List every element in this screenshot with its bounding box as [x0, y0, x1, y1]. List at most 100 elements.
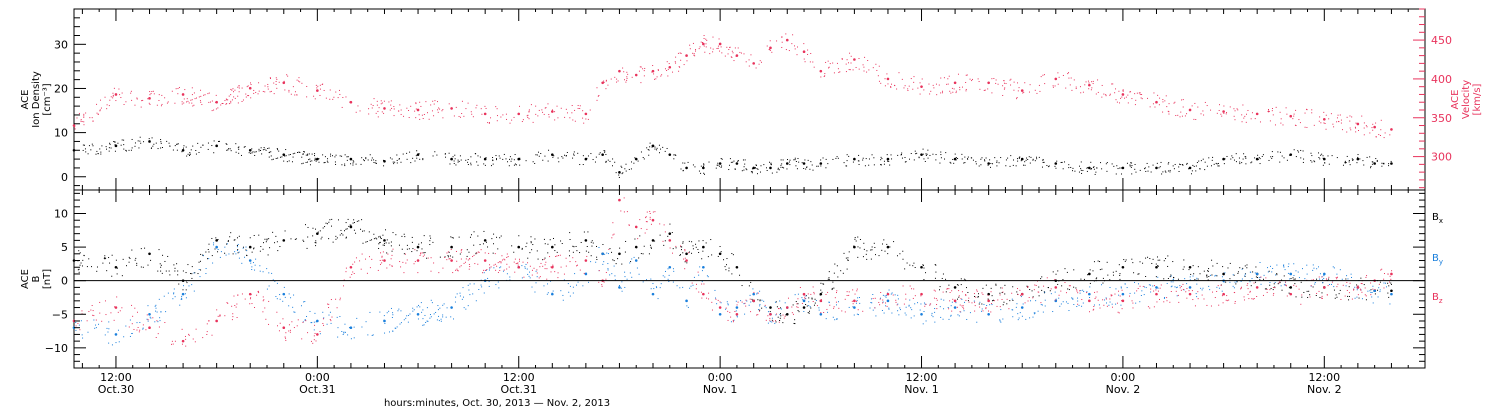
- scatter-dot: [194, 341, 196, 343]
- scatter-dot: [96, 103, 98, 105]
- scatter-dot: [729, 47, 731, 49]
- scatter-dot: [109, 99, 111, 101]
- scatter-dot: [272, 158, 274, 160]
- scatter-dot: [1245, 121, 1247, 123]
- scatter-dot: [246, 250, 248, 252]
- scatter-dot: [283, 286, 285, 288]
- scatter-dot: [750, 301, 752, 303]
- scatter-dot: [421, 248, 423, 250]
- scatter-dot: [1135, 99, 1137, 101]
- scatter-dot: [888, 289, 890, 291]
- scatter-dot: [322, 154, 324, 156]
- scatter-dot: [900, 154, 902, 156]
- scatter-dot: [778, 169, 780, 171]
- scatter-dot: [1076, 289, 1078, 291]
- scatter-dot: [802, 299, 804, 301]
- scatter-dot: [667, 235, 669, 237]
- scatter-dot: [758, 63, 760, 65]
- data-point-bz: [668, 239, 672, 242]
- scatter-dot: [1062, 74, 1064, 76]
- scatter-dot: [765, 319, 767, 321]
- scatter-dot: [1153, 285, 1155, 287]
- scatter-dot: [88, 145, 90, 147]
- scatter-dot: [705, 38, 707, 40]
- scatter-dot: [888, 308, 890, 310]
- scatter-dot: [1371, 296, 1373, 298]
- scatter-dot: [575, 245, 577, 247]
- scatter-dot: [258, 150, 260, 152]
- scatter-dot: [130, 149, 132, 151]
- x-tick-label-time: 12:00: [906, 371, 938, 384]
- scatter-dot: [326, 160, 328, 162]
- x-tick-label-time: 0:00: [708, 371, 733, 384]
- scatter-dot: [378, 236, 380, 238]
- scatter-dot: [771, 321, 773, 323]
- scatter-dot: [379, 259, 381, 261]
- scatter-dot: [960, 298, 962, 300]
- scatter-dot: [1132, 262, 1134, 264]
- scatter-dot: [1221, 115, 1223, 117]
- scatter-dot: [412, 307, 414, 309]
- scatter-dot: [380, 237, 382, 239]
- scatter-dot: [1079, 292, 1081, 294]
- scatter-dot: [509, 276, 511, 278]
- scatter-dot: [1283, 157, 1285, 159]
- scatter-dot: [627, 73, 629, 75]
- scatter-dot: [294, 311, 296, 313]
- scatter-dot: [475, 300, 477, 302]
- data-point-by: [685, 299, 688, 303]
- scatter-dot: [483, 230, 485, 232]
- scatter-dot: [1203, 270, 1205, 272]
- scatter-dot: [1346, 116, 1348, 118]
- scatter-dot: [1062, 301, 1064, 303]
- data-point-velocity: [769, 46, 772, 50]
- scatter-dot: [269, 77, 271, 79]
- scatter-dot: [635, 260, 637, 262]
- scatter-dot: [1083, 291, 1085, 293]
- scatter-dot: [173, 264, 175, 266]
- scatter-dot: [168, 270, 170, 272]
- scatter-dot: [692, 52, 694, 54]
- scatter-dot: [552, 290, 554, 292]
- scatter-dot: [430, 257, 432, 259]
- scatter-dot: [99, 301, 101, 303]
- scatter-dot: [714, 289, 716, 291]
- scatter-dot: [1310, 285, 1312, 287]
- scatter-dot: [741, 301, 743, 303]
- scatter-dot: [841, 58, 843, 60]
- scatter-dot: [963, 310, 965, 312]
- scatter-dot: [1199, 168, 1201, 170]
- scatter-dot: [595, 156, 597, 158]
- scatter-dot: [269, 247, 271, 249]
- scatter-dot: [188, 154, 190, 156]
- scatter-dot: [1124, 283, 1126, 285]
- scatter-dot: [158, 249, 160, 251]
- scatter-dot: [411, 241, 413, 243]
- scatter-dot: [1109, 93, 1111, 95]
- scatter-dot: [1241, 268, 1243, 270]
- scatter-dot: [720, 302, 722, 304]
- scatter-dot: [707, 256, 709, 258]
- scatter-dot: [1233, 159, 1235, 161]
- scatter-dot: [1208, 268, 1210, 270]
- scatter-dot: [1195, 170, 1197, 172]
- scatter-dot: [1105, 297, 1107, 299]
- scatter-dot: [1341, 278, 1343, 280]
- scatter-dot: [1116, 101, 1118, 103]
- scatter-dot: [426, 307, 428, 309]
- scatter-dot: [394, 327, 396, 329]
- scatter-dot: [1012, 286, 1014, 288]
- scatter-dot: [249, 237, 251, 239]
- data-point-bx: [735, 265, 739, 269]
- scatter-dot: [1119, 274, 1121, 276]
- data-point-velocity: [282, 81, 286, 85]
- scatter-dot: [1276, 273, 1278, 275]
- scatter-dot: [352, 271, 354, 273]
- scatter-dot: [569, 255, 571, 257]
- scatter-dot: [935, 264, 937, 266]
- scatter-dot: [975, 163, 977, 165]
- scatter-dot: [1142, 285, 1144, 287]
- scatter-dot: [152, 90, 154, 92]
- scatter-dot: [655, 286, 657, 288]
- scatter-dot: [1289, 278, 1291, 280]
